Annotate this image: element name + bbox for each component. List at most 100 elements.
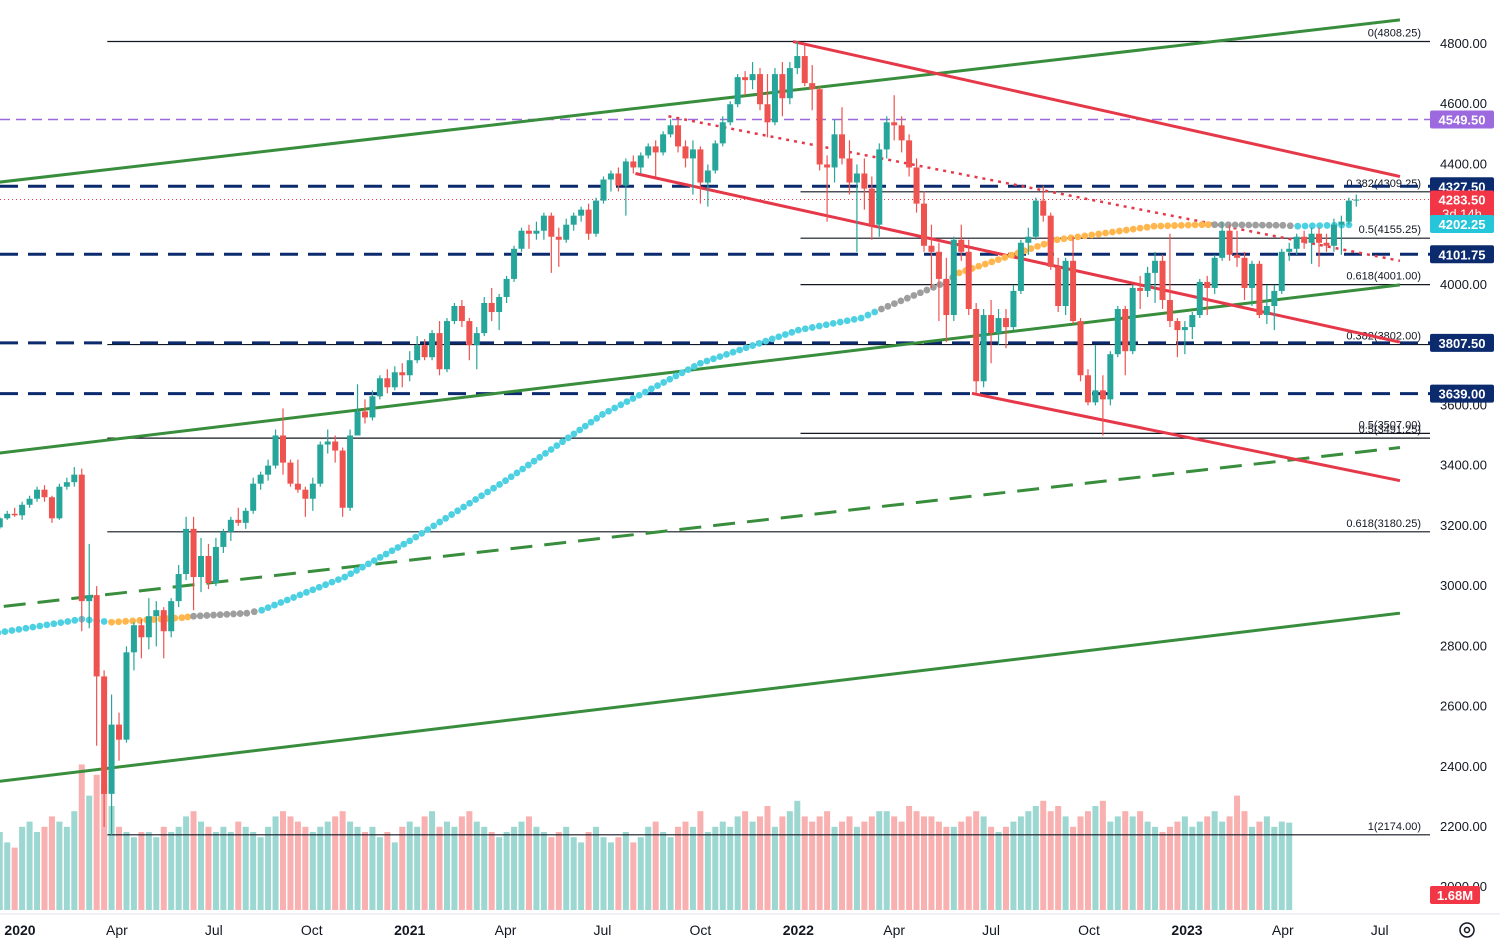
candle-body xyxy=(615,173,622,186)
moving-average-dot xyxy=(684,366,692,374)
volume-bar xyxy=(1144,821,1151,910)
volume-bar xyxy=(906,806,913,910)
moving-average-dot xyxy=(729,348,737,356)
moving-average-dot xyxy=(303,588,310,596)
moving-average-dot xyxy=(910,292,918,299)
fib-level-label: 0.618(4001.00) xyxy=(1346,271,1421,283)
candle-body xyxy=(898,125,905,141)
candle-body xyxy=(414,345,421,361)
moving-average-dot xyxy=(599,411,606,418)
volume-bar xyxy=(1107,821,1114,910)
candles xyxy=(0,41,1360,835)
moving-average-dot xyxy=(184,613,192,621)
moving-average-dot xyxy=(376,553,384,561)
candle-body xyxy=(160,610,167,632)
settings-gear-icon[interactable] xyxy=(1459,922,1475,938)
volume-bar xyxy=(123,832,130,910)
trendline xyxy=(0,18,1401,184)
moving-average-dot xyxy=(64,618,72,625)
volume-bar xyxy=(563,826,570,910)
candle-body xyxy=(965,251,972,310)
moving-average-dot xyxy=(0,630,2,636)
moving-average-dot xyxy=(1109,228,1116,236)
moving-average-dot xyxy=(936,281,944,289)
volume-bar xyxy=(764,806,771,910)
volume-bar xyxy=(1070,826,1077,910)
candle-body xyxy=(235,519,242,523)
candle-body xyxy=(332,441,339,451)
volume-bar xyxy=(689,826,696,910)
moving-average-dot xyxy=(775,333,783,341)
candle-body xyxy=(183,528,190,575)
volume-bar xyxy=(950,826,957,910)
moving-average-dot xyxy=(871,308,879,316)
volume-bar xyxy=(540,832,547,910)
moving-average-dot xyxy=(519,465,527,473)
candle-body xyxy=(675,125,682,147)
volume-bar xyxy=(809,821,816,910)
volume-bar xyxy=(749,821,756,910)
volume-bar xyxy=(361,832,368,910)
volume-bar xyxy=(376,837,383,910)
moving-average-dot xyxy=(1122,226,1130,234)
volume-bar xyxy=(212,832,219,910)
candle-body xyxy=(1084,375,1091,403)
volume-bar xyxy=(675,826,682,910)
price-tick-label: 4600.00 xyxy=(1440,96,1487,111)
candle-body xyxy=(324,441,331,445)
candle-body xyxy=(1107,354,1114,400)
moving-average-dot xyxy=(424,526,432,534)
moving-average-dot xyxy=(1060,235,1068,243)
moving-average-dot xyxy=(1252,221,1259,229)
candle-body xyxy=(570,215,577,225)
candle-body xyxy=(1353,199,1360,201)
moving-average-dot xyxy=(230,610,237,618)
moving-average-dot xyxy=(850,315,858,323)
moving-average-dot xyxy=(530,457,538,465)
horizontal-levels[interactable] xyxy=(0,118,1430,396)
volume-bar xyxy=(630,842,637,910)
candle-body xyxy=(1301,236,1308,243)
candle-body xyxy=(1196,281,1203,316)
candle-body xyxy=(682,146,689,159)
candle-body xyxy=(309,483,316,499)
candle-body xyxy=(1137,287,1144,291)
volume-bar xyxy=(235,821,242,910)
volume-bar xyxy=(1152,826,1159,910)
candle-body xyxy=(786,68,793,99)
moving-average-dot xyxy=(315,583,323,591)
time-axis[interactable]: 2020 Apr Jul Oct 2021 Apr Jul Oct 2022 Apr Jul Oct 2… xyxy=(0,913,1500,951)
volume-bar xyxy=(198,821,205,910)
moving-average-dot xyxy=(418,529,426,537)
fib-level-label: 0.5(3507.00) xyxy=(1359,419,1421,431)
volume-bar xyxy=(682,821,689,910)
volume-bar xyxy=(1002,826,1009,910)
volume-bar xyxy=(1278,821,1285,910)
trendlines[interactable] xyxy=(0,18,1401,785)
candle-body xyxy=(1271,290,1278,307)
candle-body xyxy=(1047,215,1054,267)
candle-body xyxy=(757,74,764,105)
volume-bar xyxy=(883,811,890,910)
volume-bar xyxy=(704,832,711,910)
price-axis[interactable]: 4800.004600.004400.004200.004000.003800.… xyxy=(1430,0,1500,951)
candle-body xyxy=(719,122,726,144)
volume-bar xyxy=(1040,800,1047,910)
volume-bar xyxy=(190,811,197,910)
moving-average-dot xyxy=(1184,221,1192,229)
volume-bar xyxy=(205,826,212,910)
volume-bar xyxy=(578,842,585,910)
volume-bar xyxy=(988,826,995,910)
volume-bar xyxy=(48,816,55,910)
candle-body xyxy=(809,83,816,90)
price-tag-label: 4549.50 xyxy=(1439,112,1486,127)
moving-average-dot xyxy=(524,461,532,469)
moving-average-dot xyxy=(296,591,304,599)
candle-body xyxy=(943,278,950,316)
candle-body xyxy=(227,519,234,532)
volume-bar xyxy=(1092,806,1099,910)
candle-body xyxy=(548,215,555,237)
candle-body xyxy=(123,652,130,740)
candle-body xyxy=(540,215,547,231)
